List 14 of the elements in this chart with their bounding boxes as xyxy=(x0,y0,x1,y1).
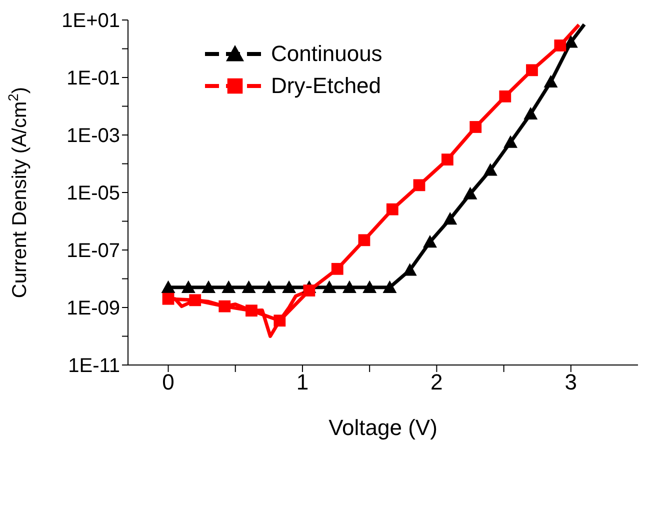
y-tick-label: 1E+01 xyxy=(62,10,120,32)
y-tick-label: 1E-01 xyxy=(66,68,120,90)
x-tick-label: 2 xyxy=(430,370,443,395)
y-tick-label: 1E-05 xyxy=(66,182,120,205)
x-axis-title: Voltage (V) xyxy=(328,415,438,440)
y-tick-label: 1E-09 xyxy=(66,298,120,320)
y-tick-label: 1E-07 xyxy=(66,240,120,262)
y-tick-label: 1E-03 xyxy=(66,125,120,148)
x-tick-label: 1 xyxy=(296,370,309,395)
legend-label: Continuous xyxy=(271,41,382,67)
y-tick-label: 1E-11 xyxy=(68,355,120,378)
x-tick-label: 0 xyxy=(162,370,174,395)
legend-label: Dry-Etched xyxy=(271,73,382,99)
x-tick-label: 3 xyxy=(564,370,578,395)
